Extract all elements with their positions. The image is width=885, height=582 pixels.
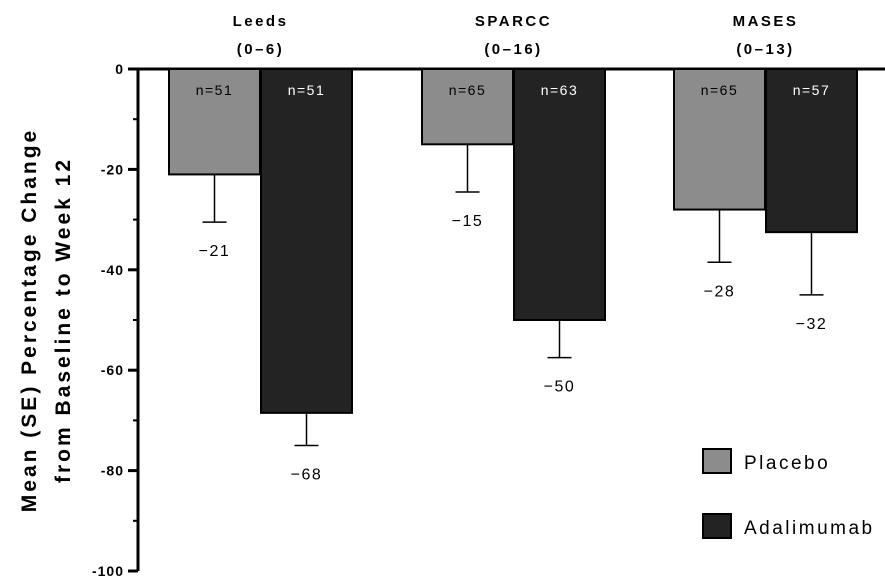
group-range-leeds: (0–6): [237, 41, 285, 58]
group-title-leeds: Leeds: [233, 13, 289, 30]
bar-sparcc-placebo: [421, 68, 514, 146]
bar-leeds-placebo: [168, 68, 261, 176]
legend-label-adalimumab: Adalimumab: [744, 518, 875, 539]
y-tick-label: -20: [101, 161, 124, 177]
group-titles: Leeds (0–6) SPARCC (0–16) MASES (0–13): [233, 13, 799, 58]
n-label-sparcc-adalimumab: n=63: [541, 82, 579, 98]
legend-label-placebo: Placebo: [744, 453, 830, 474]
bar-sparcc-adalimumab: [513, 68, 606, 321]
y-tick-label: -60: [101, 362, 124, 378]
n-label-leeds-adalimumab: n=51: [288, 82, 326, 98]
bars: n=51 −21 n=65 −15 n=65 −28 n=51 −68 n=63 −50 n=57 −…: [168, 68, 858, 484]
value-label-sparcc-placebo: −15: [452, 213, 484, 230]
bar-leeds-adalimumab: [260, 68, 353, 414]
y-axis-label-line-2: from Baseline to Week 12: [52, 157, 75, 483]
y-tick-label: -80: [101, 463, 124, 479]
y-tick-label: -100: [92, 563, 124, 579]
n-label-leeds-placebo: n=51: [196, 82, 234, 98]
n-label-sparcc-placebo: n=65: [449, 82, 487, 98]
value-label-mases-adalimumab: −32: [796, 316, 828, 333]
bar-mases-adalimumab: [765, 68, 858, 234]
legend-swatch-adalimumab: [702, 513, 732, 539]
y-tick-label: -40: [101, 262, 124, 278]
value-label-mases-placebo: −28: [704, 283, 736, 300]
y-tick-label: 0: [115, 61, 124, 77]
n-label-mases-adalimumab: n=57: [793, 82, 831, 98]
group-title-sparcc: SPARCC: [475, 13, 552, 30]
n-label-mases-placebo: n=65: [701, 82, 739, 98]
group-range-mases: (0–13): [736, 41, 794, 58]
group-title-mases: MASES: [733, 13, 799, 30]
y-axis-label-line-1: Mean (SE) Percentage Change: [18, 128, 41, 512]
value-label-sparcc-adalimumab: −50: [544, 379, 576, 396]
group-range-sparcc: (0–16): [484, 41, 542, 58]
value-label-leeds-adalimumab: −68: [291, 467, 323, 484]
y-axis-label: Mean (SE) Percentage Change from Baselin…: [18, 128, 75, 512]
value-label-leeds-placebo: −21: [199, 243, 231, 260]
legend-swatch-placebo: [702, 448, 732, 474]
legend: Placebo Adalimumab: [702, 448, 875, 539]
